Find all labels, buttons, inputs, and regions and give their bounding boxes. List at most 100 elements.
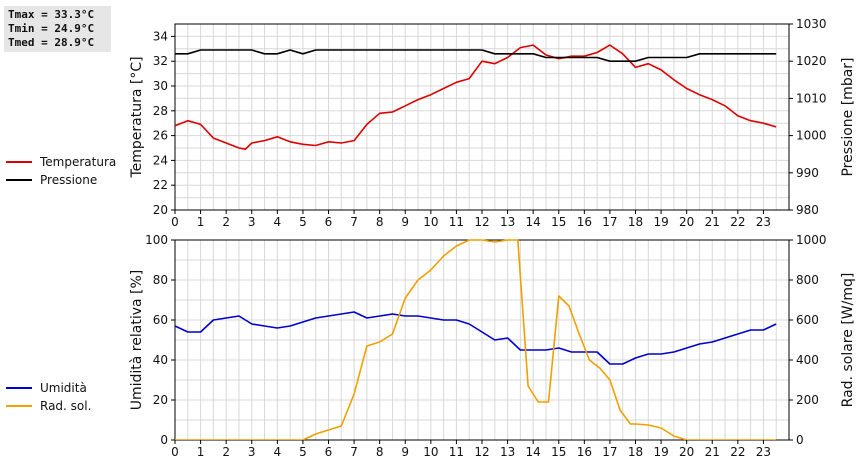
top-x-tick-label: 17	[602, 215, 617, 229]
top-x-tick-label: 22	[730, 215, 745, 229]
legend-label-pressure: Pressione	[40, 173, 98, 187]
bottom-x-tick-label: 0	[171, 445, 179, 459]
bottom-x-tick-label: 22	[730, 445, 745, 459]
top-y-tick-label: 24	[153, 153, 168, 167]
top-y-tick-label: 34	[153, 29, 168, 43]
bottom-x-tick-label: 14	[526, 445, 541, 459]
bottom-y-tick-label: 20	[153, 393, 168, 407]
bottom-y2-tick-label: 400	[796, 353, 819, 367]
bottom-x-tick-label: 9	[401, 445, 409, 459]
bottom-x-tick-label: 20	[679, 445, 694, 459]
top-x-tick-label: 5	[299, 215, 307, 229]
bottom-y-tick-label: 80	[153, 273, 168, 287]
bottom-x-tick-label: 1	[197, 445, 205, 459]
top-x-tick-label: 18	[628, 215, 643, 229]
top-x-tick-label: 12	[474, 215, 489, 229]
top-x-tick-label: 13	[500, 215, 515, 229]
top-y-tick-label: 26	[153, 129, 168, 143]
stats-tmed: Tmed = 28.9°C	[8, 36, 95, 49]
legend-bottom: Umidità Rad. sol.	[6, 379, 91, 415]
bottom-y2-tick-label: 0	[796, 433, 804, 447]
bottom-x-tick-label: 21	[705, 445, 720, 459]
bottom-x-tick-label: 8	[376, 445, 384, 459]
legend-swatch-radiation	[6, 405, 32, 407]
bottom-x-tick-label: 7	[350, 445, 358, 459]
bottom-y-tick-label: 0	[160, 433, 168, 447]
bottom-x-tick-label: 19	[653, 445, 668, 459]
top-x-tick-label: 21	[705, 215, 720, 229]
top-x-tick-label: 20	[679, 215, 694, 229]
bottom-y-axis-label: Umidità relativa [%]	[129, 270, 145, 411]
top-y2-tick-label: 980	[796, 203, 819, 217]
bottom-x-tick-label: 12	[474, 445, 489, 459]
top-x-tick-label: 11	[449, 215, 464, 229]
bottom-y2-tick-label: 800	[796, 273, 819, 287]
top-x-tick-label: 6	[325, 215, 333, 229]
legend-swatch-humidity	[6, 387, 32, 389]
top-x-tick-label: 9	[401, 215, 409, 229]
bottom-x-tick-label: 13	[500, 445, 515, 459]
legend-label-humidity: Umidità	[40, 381, 87, 395]
bottom-y-tick-label: 60	[153, 313, 168, 327]
bottom-x-tick-label: 17	[602, 445, 617, 459]
bottom-x-tick-label: 16	[577, 445, 592, 459]
top-x-tick-label: 16	[577, 215, 592, 229]
top-series-line-temperatura	[175, 44, 777, 150]
bottom-y2-tick-label: 1000	[796, 233, 827, 247]
top-x-tick-label: 15	[551, 215, 566, 229]
bottom-x-tick-label: 15	[551, 445, 566, 459]
bottom-y2-tick-label: 200	[796, 393, 819, 407]
top-x-tick-label: 2	[222, 215, 230, 229]
top-x-tick-label: 4	[274, 215, 282, 229]
top-x-tick-label: 3	[248, 215, 256, 229]
top-y-tick-label: 22	[153, 178, 168, 192]
bottom-x-tick-label: 18	[628, 445, 643, 459]
legend-item-pressure: Pressione	[6, 171, 116, 189]
top-y-tick-label: 30	[153, 79, 168, 93]
bottom-series-line-umidit	[175, 311, 777, 365]
bottom-x-tick-label: 6	[325, 445, 333, 459]
top-y2-axis-label: Pressione [mbar]	[840, 57, 856, 176]
legend-label-temperature: Temperatura	[40, 155, 117, 169]
bottom-x-tick-label: 2	[222, 445, 230, 459]
bottom-y-tick-label: 100	[145, 233, 168, 247]
bottom-x-tick-label: 23	[756, 445, 771, 459]
legend-swatch-temperature	[6, 161, 32, 163]
top-x-tick-label: 8	[376, 215, 384, 229]
bottom-y2-tick-label: 600	[796, 313, 819, 327]
bottom-y-tick-label: 40	[153, 353, 168, 367]
stats-tmin: Tmin = 24.9°C	[8, 22, 95, 35]
top-x-tick-label: 7	[350, 215, 358, 229]
top-x-tick-label: 10	[423, 215, 438, 229]
top-y2-tick-label: 990	[796, 166, 819, 180]
top-y2-tick-label: 1000	[796, 129, 827, 143]
top-y2-tick-label: 1030	[796, 17, 827, 31]
legend-top: Temperatura Pressione	[6, 153, 116, 189]
top-y2-tick-label: 1010	[796, 91, 827, 105]
bottom-x-tick-label: 5	[299, 445, 307, 459]
top-y2-tick-label: 1020	[796, 54, 827, 68]
top-x-tick-label: 14	[526, 215, 541, 229]
stats-box: Tmax = 33.3°C Tmin = 24.9°C Tmed = 28.9°C	[4, 6, 111, 52]
top-y-axis-label: Temperatura [°C]	[129, 56, 145, 178]
top-x-tick-label: 23	[756, 215, 771, 229]
top-x-tick-label: 19	[653, 215, 668, 229]
top-x-tick-label: 0	[171, 215, 179, 229]
top-y-tick-label: 20	[153, 203, 168, 217]
bottom-x-tick-label: 10	[423, 445, 438, 459]
legend-item-radiation: Rad. sol.	[6, 397, 91, 415]
top-y-tick-label: 32	[153, 54, 168, 68]
legend-item-humidity: Umidità	[6, 379, 91, 397]
bottom-x-tick-label: 11	[449, 445, 464, 459]
top-series-line-pressione	[175, 49, 777, 63]
legend-label-radiation: Rad. sol.	[40, 399, 92, 413]
bottom-x-tick-label: 4	[274, 445, 282, 459]
bottom-y2-axis-label: Rad. solare [W/mq]	[840, 273, 856, 408]
bottom-x-tick-label: 3	[248, 445, 256, 459]
legend-item-temperature: Temperatura	[6, 153, 116, 171]
stats-tmax: Tmax = 33.3°C	[8, 8, 95, 21]
bottom-series-line-rad-sol	[175, 239, 777, 440]
top-x-tick-label: 1	[197, 215, 205, 229]
legend-swatch-pressure	[6, 179, 32, 181]
